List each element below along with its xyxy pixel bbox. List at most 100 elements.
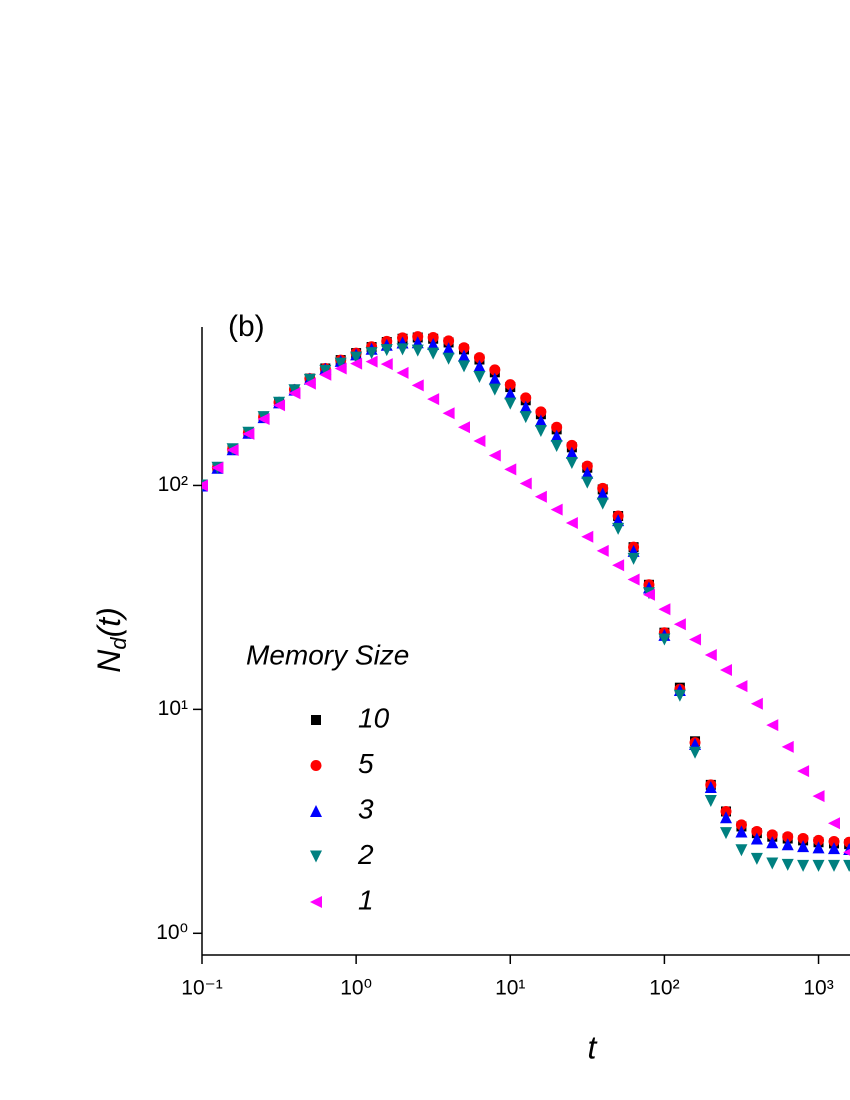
y-tick-label: 10⁰: [156, 921, 188, 944]
legend-title: Memory Size: [246, 639, 409, 670]
marker-triangle-down: [427, 347, 440, 360]
marker-triangle-down: [750, 852, 763, 865]
marker-triangle-left: [242, 427, 255, 440]
marker-triangle-left: [310, 896, 322, 908]
marker-triangle-left: [273, 399, 286, 412]
marker-square: [311, 715, 321, 725]
y-tick-label: 10¹: [158, 697, 188, 720]
marker-triangle-up: [766, 836, 779, 849]
marker-triangle-down: [488, 383, 501, 396]
marker-circle: [551, 421, 563, 433]
marker-triangle-left: [704, 648, 717, 661]
marker-triangle-down: [596, 497, 609, 510]
plot-area: [202, 331, 850, 872]
marker-triangle-down: [396, 343, 409, 356]
marker-triangle-up: [550, 429, 563, 442]
marker-triangle-down: [704, 794, 717, 807]
marker-circle: [504, 379, 516, 391]
marker-triangle-down: [473, 370, 486, 383]
marker-triangle-up: [458, 349, 471, 362]
marker-triangle-down: [812, 859, 825, 872]
y-label-rest: (t): [91, 607, 127, 637]
marker-triangle-up: [828, 842, 841, 855]
x-axis-label: t: [588, 1029, 598, 1065]
marker-triangle-left: [226, 443, 239, 456]
marker-circle: [797, 833, 809, 845]
marker-triangle-down: [565, 456, 578, 469]
marker-triangle-up: [565, 446, 578, 459]
marker-triangle-up: [442, 342, 455, 355]
marker-triangle-left: [458, 421, 471, 434]
marker-triangle-left: [812, 790, 825, 803]
marker-triangle-left: [612, 559, 625, 572]
marker-circle: [520, 392, 532, 404]
panel-label: (b): [228, 310, 265, 343]
marker-triangle-down: [735, 844, 748, 857]
marker-triangle-up: [596, 487, 609, 500]
marker-triangle-down: [319, 364, 332, 377]
marker-triangle-up: [488, 372, 501, 385]
marker-circle: [566, 439, 578, 451]
marker-triangle-left: [350, 357, 363, 370]
marker-triangle-left: [550, 503, 563, 516]
marker-triangle-down: [658, 633, 671, 646]
marker-triangle-down: [720, 827, 733, 840]
marker-triangle-left: [596, 544, 609, 557]
marker-circle: [735, 819, 747, 831]
marker-triangle-up: [750, 832, 763, 845]
marker-triangle-left: [735, 680, 748, 693]
marker-triangle-up: [812, 841, 825, 854]
marker-triangle-left: [396, 366, 409, 379]
marker-triangle-down: [627, 552, 640, 565]
marker-triangle-down: [797, 859, 810, 872]
marker-circle: [581, 460, 593, 472]
marker-triangle-left: [427, 393, 440, 406]
marker-triangle-left: [627, 573, 640, 586]
legend-label: 1: [358, 884, 374, 915]
legend-label: 5: [358, 748, 374, 779]
marker-circle: [813, 834, 825, 846]
marker-triangle-up: [519, 400, 532, 413]
marker-circle: [489, 364, 501, 376]
marker-triangle-up: [720, 811, 733, 824]
x-tick-label: 10¹: [495, 977, 525, 1000]
marker-triangle-left: [581, 530, 594, 543]
marker-triangle-up: [781, 838, 794, 851]
marker-circle: [310, 760, 322, 771]
marker-triangle-up: [704, 781, 717, 794]
x-tick-label: 10⁰: [340, 977, 372, 1000]
marker-triangle-left: [565, 516, 578, 529]
marker-triangle-left: [720, 663, 733, 676]
marker-triangle-left: [766, 719, 779, 732]
marker-triangle-down: [689, 746, 702, 759]
marker-triangle-down: [581, 476, 594, 489]
marker-triangle-left: [211, 461, 224, 474]
marker-triangle-left: [519, 477, 532, 490]
y-axis-label: Nd(t): [91, 607, 130, 673]
marker-triangle-left: [473, 434, 486, 447]
marker-circle: [427, 331, 439, 343]
marker-triangle-up: [534, 414, 547, 427]
marker-triangle-left: [411, 379, 424, 392]
marker-triangle-down: [411, 344, 424, 357]
marker-triangle-down: [350, 351, 363, 364]
marker-triangle-left: [689, 633, 702, 646]
marker-triangle-left: [750, 697, 763, 710]
marker-triangle-left: [288, 387, 301, 400]
marker-triangle-left: [202, 479, 208, 492]
marker-triangle-left: [658, 603, 671, 616]
marker-triangle-up: [310, 805, 322, 817]
marker-circle: [473, 352, 485, 364]
marker-circle: [828, 836, 840, 848]
marker-circle: [766, 829, 778, 841]
legend-label: 10: [358, 702, 390, 733]
marker-triangle-down: [534, 425, 547, 438]
marker-triangle-left: [488, 449, 501, 462]
marker-triangle-down: [504, 397, 517, 410]
marker-triangle-left: [642, 588, 655, 601]
marker-triangle-left: [442, 407, 455, 420]
marker-triangle-left: [303, 377, 316, 390]
marker-triangle-left: [797, 765, 810, 778]
marker-triangle-down: [365, 347, 378, 360]
